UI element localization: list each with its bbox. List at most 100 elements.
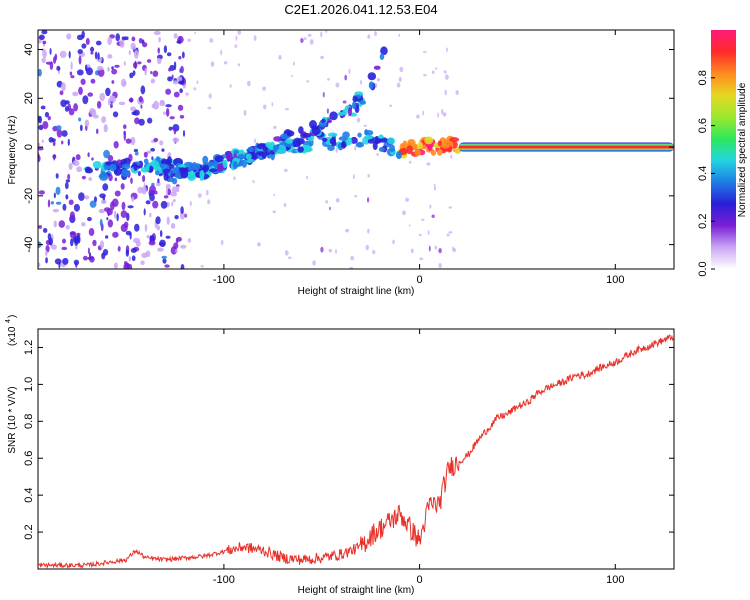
noise-cell (446, 47, 448, 53)
x-tick-label: 0 (417, 574, 423, 586)
noise-cell (176, 40, 182, 44)
noise-cell (309, 39, 314, 45)
noise-cell (55, 186, 61, 196)
noise-cell (101, 116, 106, 124)
noise-cell (320, 246, 324, 253)
noise-cell (143, 182, 146, 192)
track-cell (180, 169, 189, 179)
noise-cell (121, 201, 126, 211)
noise-cell (68, 50, 71, 59)
noise-cell (148, 240, 156, 246)
track-cell (226, 151, 233, 161)
noise-cell (96, 100, 102, 109)
noise-cell (283, 203, 287, 208)
noise-cell (335, 249, 337, 254)
noise-cell (51, 138, 56, 142)
noise-cell (131, 255, 136, 262)
noise-cell (152, 200, 159, 209)
noise-cell (246, 80, 251, 87)
noise-cell (123, 132, 126, 141)
noise-cell (419, 257, 424, 261)
track-cell (202, 164, 210, 172)
noise-cell (147, 117, 153, 124)
noise-cell (145, 200, 151, 205)
noise-cell (170, 246, 178, 255)
noise-cell (168, 67, 172, 72)
noise-cell (350, 255, 355, 261)
track-cell (436, 148, 443, 156)
noise-cell (81, 175, 86, 180)
noise-cell (163, 111, 166, 116)
track-cell (237, 154, 246, 160)
noise-cell (342, 100, 347, 104)
noise-cell (164, 264, 170, 268)
track-cell (364, 129, 369, 136)
snr-scale-exponent: 4 (5, 319, 12, 323)
noise-cell (329, 206, 331, 211)
track-cell (329, 111, 338, 121)
noise-cell (335, 198, 340, 203)
noise-cell (433, 183, 436, 187)
noise-cell (120, 210, 128, 218)
noise-cell (165, 108, 170, 117)
noise-cell (112, 231, 119, 238)
track-cell (302, 133, 312, 138)
noise-cell (165, 104, 172, 108)
noise-cell (42, 49, 47, 59)
noise-cell (110, 95, 116, 103)
spectrogram-y-label: Frequency (Hz) (7, 116, 18, 185)
noise-cell (48, 237, 53, 246)
noise-cell (326, 108, 329, 114)
noise-cell (73, 259, 80, 266)
noise-cell (433, 186, 437, 191)
noise-cell (172, 137, 180, 143)
noise-cell (322, 92, 325, 98)
noise-cell (61, 130, 68, 137)
track-cell (233, 160, 238, 170)
noise-cell (306, 80, 310, 83)
noise-cell (62, 203, 67, 211)
noise-cell (156, 225, 161, 231)
noise-cell (40, 105, 46, 110)
track-cell (171, 167, 180, 174)
noise-cell (38, 142, 41, 147)
noise-cell (96, 65, 104, 71)
track-cell (380, 46, 388, 56)
noise-cell (50, 201, 54, 205)
noise-cell (408, 160, 412, 164)
noise-cell (56, 65, 61, 71)
noise-cell (113, 262, 118, 269)
track-cell (149, 165, 154, 173)
track-cell (368, 81, 374, 90)
noise-cell (235, 35, 238, 41)
noise-cell (134, 223, 140, 232)
track-cell (109, 163, 117, 172)
colorbar-label: Normalized spectral amplitude (737, 82, 748, 217)
noise-cell (312, 260, 316, 266)
track-cell (396, 151, 402, 160)
track-cell (337, 111, 345, 117)
noise-cell (106, 217, 109, 221)
noise-cell (363, 124, 368, 127)
noise-cell (344, 74, 348, 81)
track-cell (150, 160, 160, 168)
noise-cell (253, 35, 257, 41)
noise-cell (97, 68, 105, 77)
noise-cell (123, 61, 126, 66)
track-cell (162, 168, 170, 174)
track-cell (372, 141, 378, 151)
track-cell (379, 53, 385, 60)
noise-cell (273, 193, 276, 197)
noise-cell (184, 213, 188, 218)
noise-cell (73, 103, 79, 112)
noise-cell (99, 218, 103, 227)
noise-cell (177, 104, 184, 111)
noise-cell (354, 194, 358, 198)
noise-cell (38, 147, 44, 151)
noise-cell (55, 173, 59, 179)
noise-cell (84, 195, 90, 200)
track-cell (414, 148, 421, 157)
noise-cell (183, 84, 186, 89)
noise-cell (345, 228, 350, 233)
noise-cell (81, 43, 87, 49)
